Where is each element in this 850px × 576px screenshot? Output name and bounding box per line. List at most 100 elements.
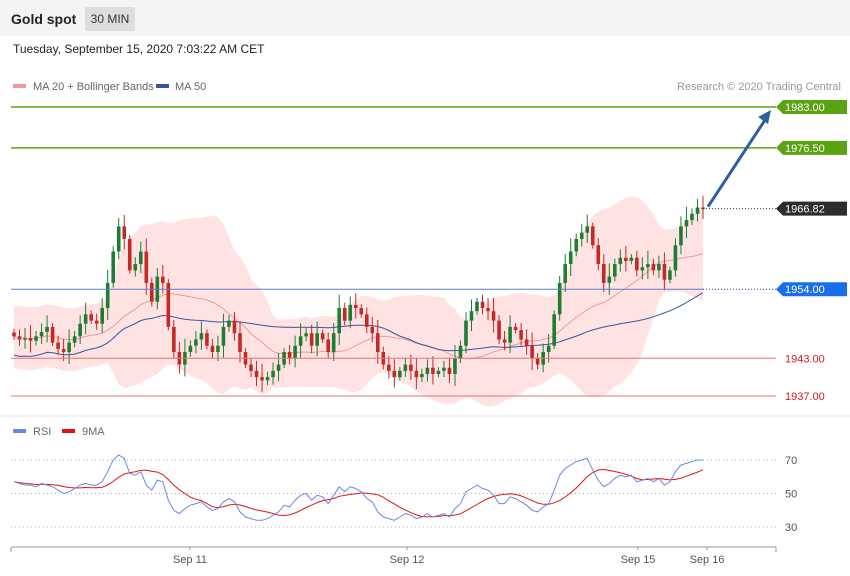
candle-body bbox=[221, 326, 226, 346]
support-label: 1943.00 bbox=[785, 353, 825, 365]
candle-body bbox=[94, 320, 99, 324]
candle-body bbox=[607, 276, 612, 283]
candle-body bbox=[315, 333, 319, 346]
candle-body bbox=[353, 304, 358, 309]
candle-body bbox=[690, 213, 694, 221]
candle-body bbox=[205, 333, 209, 346]
candle bbox=[39, 323, 44, 344]
candle bbox=[138, 241, 143, 274]
candle-body bbox=[83, 314, 88, 324]
rsi-legend-swatch bbox=[13, 429, 26, 433]
candle bbox=[276, 352, 281, 382]
candle-body bbox=[480, 301, 485, 309]
candle-body bbox=[39, 331, 44, 337]
candle bbox=[486, 297, 490, 321]
candle bbox=[447, 357, 452, 384]
candle bbox=[260, 363, 264, 393]
candle-body bbox=[453, 358, 457, 375]
candle bbox=[629, 254, 634, 265]
candle bbox=[502, 330, 507, 351]
candle bbox=[425, 359, 430, 382]
candle bbox=[188, 340, 193, 357]
candle-body bbox=[133, 264, 138, 271]
timeframe-badge[interactable]: 30 MIN bbox=[85, 7, 135, 31]
candle-body bbox=[596, 245, 601, 265]
candle bbox=[403, 357, 408, 378]
candle-body bbox=[359, 308, 364, 315]
candle-body bbox=[161, 276, 165, 283]
candle bbox=[331, 323, 336, 362]
candle-body bbox=[138, 251, 143, 265]
candle-body bbox=[298, 336, 303, 346]
candle-body bbox=[199, 333, 204, 340]
candle bbox=[127, 235, 132, 274]
candle-body bbox=[513, 326, 518, 331]
candle-body bbox=[188, 345, 193, 353]
candle bbox=[254, 360, 259, 387]
candle bbox=[590, 222, 595, 249]
candle bbox=[364, 307, 369, 334]
candle-body bbox=[486, 308, 490, 312]
candle bbox=[61, 338, 66, 362]
candle-body bbox=[100, 308, 104, 324]
candle bbox=[596, 238, 601, 271]
candle bbox=[326, 332, 330, 359]
candle bbox=[12, 328, 16, 340]
candle-body bbox=[530, 345, 534, 359]
ma50-legend-label: MA 50 bbox=[175, 81, 206, 93]
candle bbox=[557, 276, 562, 321]
candle-body bbox=[398, 370, 402, 378]
candle-body bbox=[254, 370, 259, 378]
candle-body bbox=[557, 282, 562, 315]
candle bbox=[161, 265, 165, 294]
candle bbox=[524, 329, 529, 355]
candle bbox=[265, 371, 270, 386]
target-tag bbox=[776, 100, 847, 114]
candle-body bbox=[387, 364, 391, 371]
candle bbox=[469, 299, 474, 332]
candle-body bbox=[287, 352, 292, 359]
target-label: 1976.50 bbox=[785, 143, 825, 155]
candle bbox=[657, 255, 661, 278]
arrow-shaft bbox=[706, 116, 769, 208]
candle bbox=[150, 277, 154, 307]
candle bbox=[172, 319, 176, 359]
candle bbox=[618, 249, 623, 272]
candle-body bbox=[348, 304, 353, 321]
candle bbox=[398, 367, 402, 381]
ma20-legend-label: MA 20 + Bollinger Bands bbox=[33, 81, 154, 93]
x-tick-label: Sep 15 bbox=[621, 554, 656, 566]
candle-body bbox=[431, 367, 435, 375]
candle bbox=[17, 329, 22, 346]
candle-body bbox=[425, 367, 430, 375]
candle bbox=[387, 356, 391, 379]
credit-text: Research © 2020 Trading Central bbox=[677, 81, 841, 93]
candle-body bbox=[326, 339, 330, 353]
x-tick-label: Sep 16 bbox=[690, 554, 725, 566]
price-level-target: 1976.50 bbox=[11, 140, 847, 155]
candle-body bbox=[436, 370, 441, 375]
target-tag bbox=[776, 140, 847, 155]
candle bbox=[210, 338, 215, 359]
candle-body bbox=[320, 333, 325, 340]
candle bbox=[690, 208, 694, 225]
candle-body bbox=[227, 320, 231, 327]
candle bbox=[353, 293, 358, 319]
candle bbox=[662, 252, 667, 291]
candle bbox=[287, 345, 292, 365]
candle-body bbox=[271, 370, 275, 378]
candle bbox=[78, 315, 82, 344]
candle-body bbox=[668, 270, 672, 280]
candle bbox=[216, 335, 220, 362]
candle bbox=[464, 312, 468, 354]
candle bbox=[34, 330, 38, 346]
rsi-level-label: 50 bbox=[785, 489, 797, 501]
candle-body bbox=[238, 333, 242, 353]
candle-body bbox=[579, 232, 584, 239]
candle bbox=[94, 313, 99, 330]
candle-body bbox=[17, 336, 22, 340]
candle bbox=[480, 294, 485, 315]
candle bbox=[304, 327, 308, 342]
candle bbox=[673, 238, 678, 277]
